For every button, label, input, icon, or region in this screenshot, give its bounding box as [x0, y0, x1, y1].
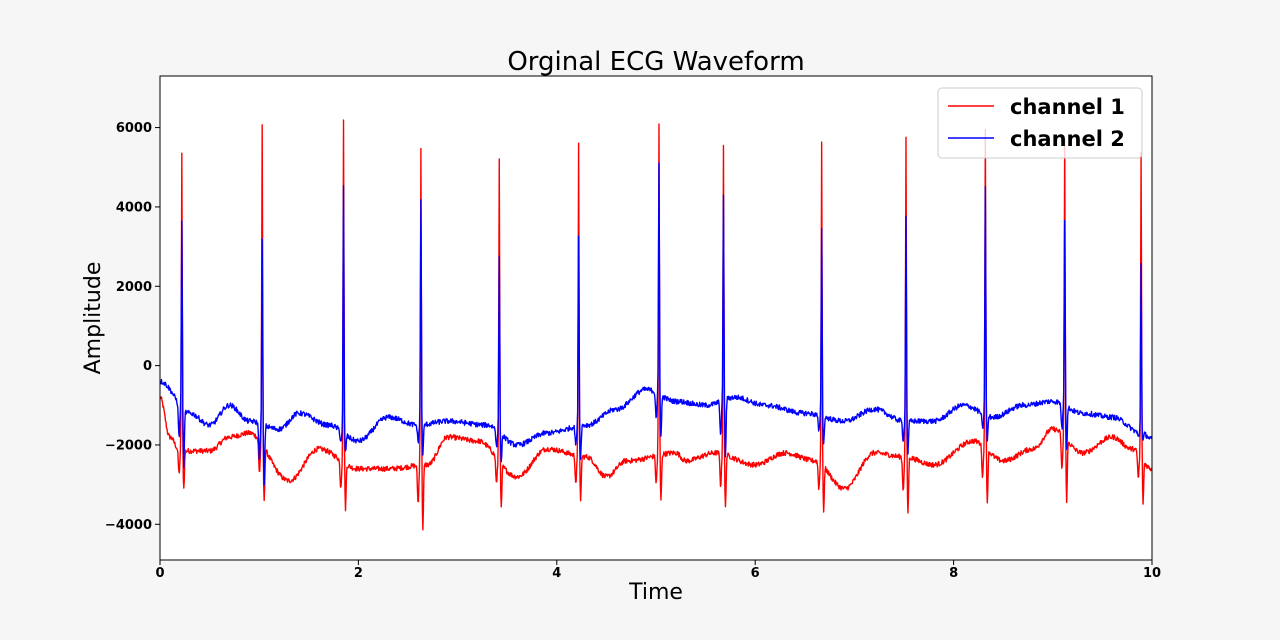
y-tick-label: 2000: [116, 280, 152, 295]
y-tick-label: −4000: [105, 518, 152, 533]
x-tick-label: 8: [949, 566, 958, 581]
x-axis-label: Time: [628, 580, 683, 605]
x-tick-label: 0: [155, 566, 164, 581]
x-axis-ticks: 0 2 4 6 8 10: [155, 560, 1161, 581]
series-line-channel-2: [159, 162, 1153, 486]
chart-title: Orginal ECG Waveform: [507, 47, 804, 77]
series-line-channel-1: [159, 119, 1153, 531]
series-layer: [159, 119, 1153, 531]
x-tick-label: 6: [751, 566, 760, 581]
y-axis-label: Amplitude: [81, 262, 106, 375]
y-tick-label: −2000: [105, 438, 152, 453]
y-tick-label: 6000: [116, 121, 152, 136]
x-tick-label: 2: [354, 566, 363, 581]
y-tick-label: 4000: [116, 200, 152, 215]
legend-label-channel-2: channel 2: [1010, 127, 1125, 151]
y-axis-ticks: −4000 −2000 0 2000 4000 6000: [105, 121, 160, 533]
legend: channel 1 channel 2: [937, 87, 1143, 159]
plot-frame: [159, 75, 1153, 561]
legend-label-channel-1: channel 1: [1010, 95, 1125, 119]
x-tick-label: 10: [1143, 566, 1161, 581]
y-tick-label: 0: [143, 359, 152, 374]
x-tick-label: 4: [552, 566, 561, 581]
